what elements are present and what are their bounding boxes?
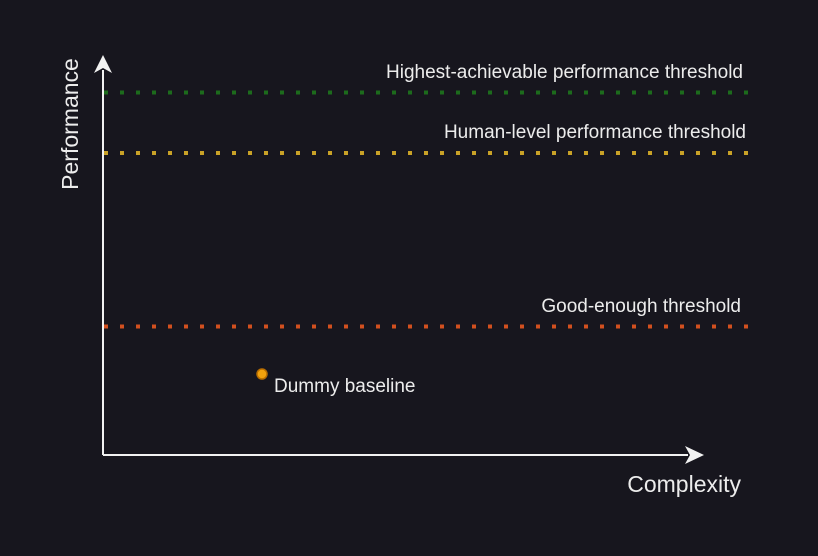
x-axis-label: Complexity bbox=[627, 471, 741, 497]
y-axis-arrow-icon bbox=[94, 55, 112, 73]
x-axis-arrow-icon bbox=[685, 446, 704, 464]
dummy-baseline-label: Dummy baseline bbox=[274, 376, 416, 397]
human-level-threshold-label: Human-level performance threshold bbox=[444, 122, 746, 143]
highest-achievable-threshold-label: Highest-achievable performance threshold bbox=[386, 62, 743, 83]
dummy-baseline-point bbox=[256, 368, 268, 380]
good-enough-threshold-label: Good-enough threshold bbox=[541, 296, 741, 317]
y-axis-label: Performance bbox=[57, 58, 83, 190]
